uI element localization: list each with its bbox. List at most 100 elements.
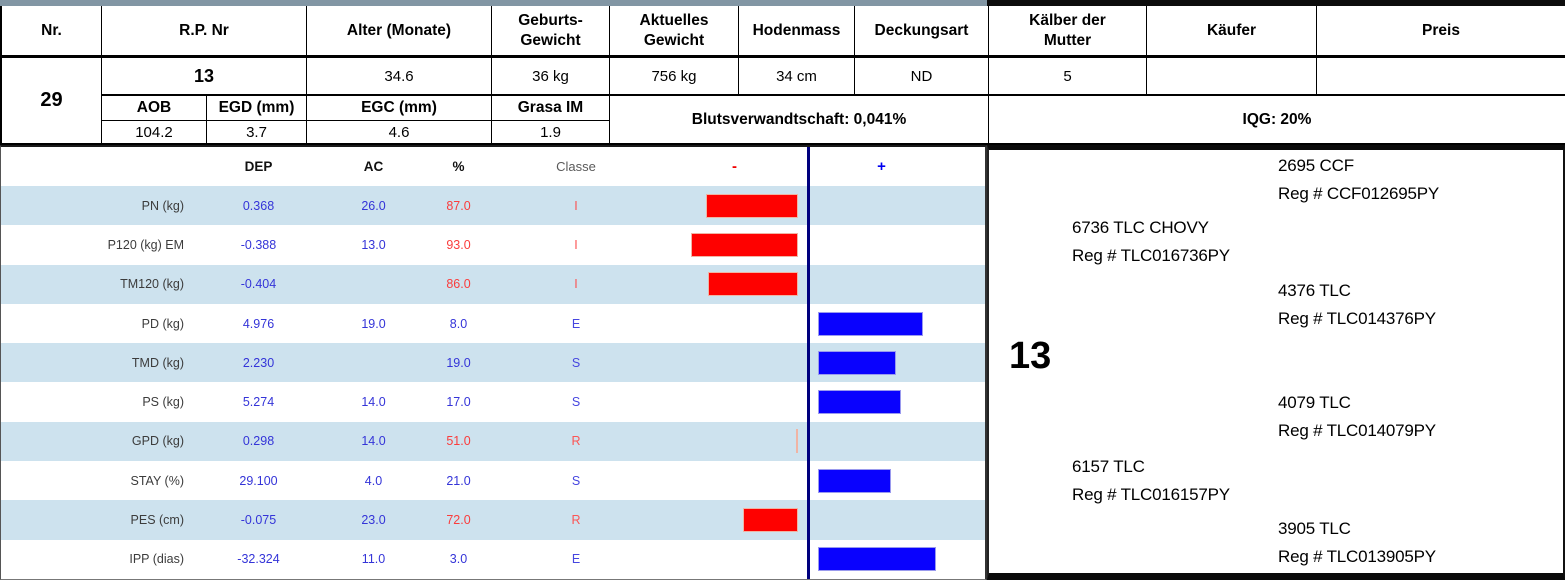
pedigree-name: 6157 TLC	[1072, 457, 1145, 476]
ac-value: 11.0	[361, 552, 386, 567]
negative-bar	[705, 193, 798, 218]
classe-value: R	[571, 434, 581, 449]
chart-row: STAY (%) 29.100 4.0 21.0 S	[1, 461, 985, 500]
dep-value: 4.976	[242, 316, 275, 331]
pedigree-reg: Reg # TLC014079PY	[1278, 421, 1436, 440]
chart-header-minus: -	[732, 158, 737, 175]
chart-rows: PN (kg) 0.368 26.0 87.0 I P120 (kg) EM -…	[1, 186, 985, 579]
iqg-label: IQG: 20%	[989, 96, 1565, 145]
pedigree-reg: Reg # TLC016736PY	[1072, 246, 1230, 265]
chart-header-dep: DEP	[244, 159, 273, 174]
trait-label: IPP (dias)	[129, 552, 184, 567]
bar-positive-zone	[808, 461, 985, 500]
egc-value: 4.6	[307, 121, 492, 145]
grasa-value: 1.9	[492, 121, 610, 145]
percentile-value: 21.0	[446, 473, 471, 488]
ac-value	[321, 343, 426, 382]
chart-header-ac: AC	[363, 159, 384, 174]
chart-row: IPP (dias) -32.324 11.0 3.0 E	[1, 540, 985, 579]
ac-value: 19.0	[361, 316, 386, 331]
bar-positive-zone	[808, 343, 985, 382]
bar-negative-zone	[661, 461, 808, 500]
chart-row: PS (kg) 5.274 14.0 17.0 S	[1, 382, 985, 421]
pedigree-reg: Reg # TLC014376PY	[1278, 309, 1436, 328]
chart-center-line	[807, 147, 810, 579]
ac-value: 13.0	[361, 237, 386, 252]
col-header-hodenmass: Hodenmass	[739, 6, 855, 58]
top-edge-strip-right	[987, 0, 1565, 6]
positive-bar	[818, 468, 891, 493]
pedigree-subject-number: 13	[1009, 335, 1052, 377]
pedigree-entry-paternal-granddam: 4376 TLC Reg # TLC014376PY	[1278, 277, 1436, 333]
trait-label: PES (cm)	[130, 513, 184, 528]
col-header-geburtsgewicht: Geburts- Gewicht	[492, 6, 610, 58]
dep-value: -32.324	[237, 552, 280, 567]
chart-row: GPD (kg) 0.298 14.0 51.0 R	[1, 421, 985, 462]
classe-value: S	[571, 395, 581, 410]
chart-row: PD (kg) 4.976 19.0 8.0 E	[1, 304, 985, 343]
chart-row: PN (kg) 0.368 26.0 87.0 I	[1, 186, 985, 226]
col-header-preis: Preis	[1317, 6, 1565, 58]
bar-negative-zone	[661, 500, 808, 539]
sub-header-egd: EGD (mm)	[207, 96, 307, 121]
classe-value: S	[571, 473, 581, 488]
animal-nr-value: 29	[2, 58, 102, 145]
bar-positive-zone	[808, 225, 985, 264]
blutsverwandtschaft-label: Blutsverwandtschaft: 0,041%	[610, 96, 989, 145]
col-header-nr: Nr.	[2, 6, 102, 58]
percentile-value: 8.0	[449, 316, 468, 331]
kaelber-value: 5	[989, 58, 1147, 96]
bar-positive-zone	[808, 304, 985, 343]
chart-row: PES (cm) -0.075 23.0 72.0 R	[1, 500, 985, 540]
positive-bar	[818, 547, 936, 572]
dep-value: 29.100	[239, 473, 278, 488]
deckungsart-value: ND	[855, 58, 989, 96]
top-edge-strip-left	[0, 0, 987, 6]
pedigree-entry-maternal-grandsire: 4079 TLC Reg # TLC014079PY	[1278, 389, 1436, 445]
percentile-value: 3.0	[449, 552, 468, 567]
bar-positive-zone	[808, 500, 985, 539]
classe-value: I	[574, 277, 578, 292]
col-header-kaeufer: Käufer	[1147, 6, 1317, 58]
dep-value: 0.298	[242, 434, 275, 449]
negative-bar	[743, 508, 798, 533]
chart-header-classe: Classe	[556, 159, 596, 174]
egd-value: 3.7	[207, 121, 307, 145]
kaeufer-value	[1147, 58, 1317, 96]
col-header-kaelber: Kälber der Mutter	[989, 6, 1147, 58]
negative-bar	[795, 429, 798, 454]
bar-negative-zone	[661, 304, 808, 343]
percentile-value: 93.0	[446, 237, 471, 252]
dep-value: 5.274	[242, 395, 275, 410]
trait-label: PD (kg)	[141, 316, 184, 331]
bar-negative-zone	[661, 422, 808, 461]
trait-label: STAY (%)	[130, 473, 184, 488]
dep-value: -0.388	[240, 237, 277, 252]
trait-label: TMD (kg)	[131, 355, 184, 370]
ac-value	[321, 265, 426, 304]
trait-label: PN (kg)	[141, 198, 184, 213]
aktuelles-gewicht-value: 756 kg	[610, 58, 739, 96]
positive-bar	[818, 390, 901, 415]
pedigree-entry-maternal-granddam: 3905 TLC Reg # TLC013905PY	[1278, 515, 1436, 571]
pedigree-reg: Reg # TLC016157PY	[1072, 485, 1230, 504]
sub-header-egc: EGC (mm)	[307, 96, 492, 121]
chart-header-plus: +	[877, 158, 886, 175]
trait-label: PS (kg)	[142, 395, 184, 410]
chart-row: TM120 (kg) -0.404 86.0 I	[1, 264, 985, 304]
dep-value: 2.230	[242, 355, 275, 370]
animal-info-table: Nr. R.P. Nr Alter (Monate) Geburts- Gewi…	[0, 6, 1565, 145]
negative-bar	[690, 232, 798, 257]
bar-positive-zone	[808, 422, 985, 461]
bar-negative-zone	[661, 265, 808, 304]
rp-nr-value: 13	[102, 58, 307, 96]
pedigree-entry-sire: 6736 TLC CHOVY Reg # TLC016736PY	[1072, 214, 1230, 270]
negative-bar	[708, 272, 798, 297]
geburtsgewicht-value: 36 kg	[492, 58, 610, 96]
chart-row: P120 (kg) EM -0.388 13.0 93.0 I	[1, 225, 985, 264]
classe-value: E	[571, 316, 581, 331]
bar-negative-zone	[661, 225, 808, 264]
classe-value: I	[574, 237, 578, 252]
percentile-value: 72.0	[446, 513, 471, 528]
dep-value: -0.404	[240, 277, 277, 292]
